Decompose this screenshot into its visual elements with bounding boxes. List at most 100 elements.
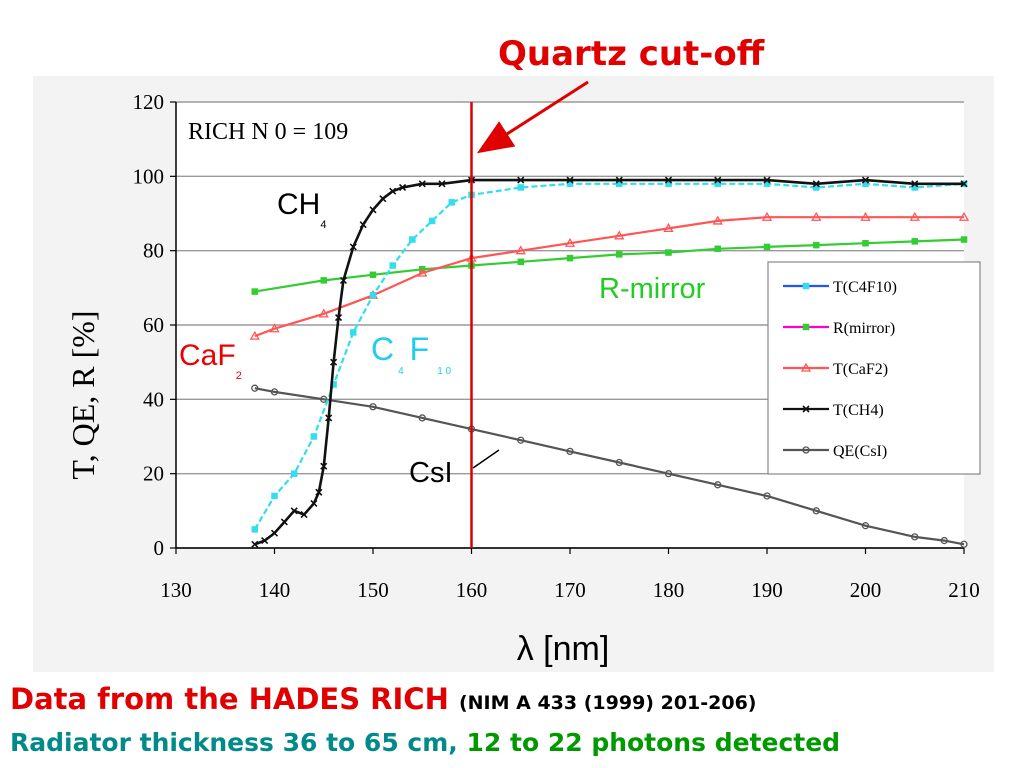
series-caf2 [249, 211, 970, 340]
point-qe-140 [270, 388, 279, 396]
footer-line-2: Radiator thickness 36 to 65 cm, 12 to 22… [10, 728, 840, 757]
point-qe-175 [615, 458, 623, 467]
ytick-label-40: 40 [143, 387, 164, 411]
point-ch4-152 [389, 187, 397, 195]
ytick-label-0: 0 [154, 536, 165, 560]
point-mirror-170 [566, 254, 574, 262]
point-qe-185 [714, 481, 722, 489]
chart: 0 20 40 60 80 100 120 130 140 150 160 170 180 190 200 2… [65, 90, 981, 668]
label-caf2: CaF2 [179, 339, 242, 382]
point-caf2-170 [564, 237, 576, 247]
quartz-cutoff-title: Quartz cut-off [498, 34, 765, 74]
point-ch4-180 [664, 176, 673, 184]
point-c4f10-142 [290, 470, 298, 477]
point-ch4-145.5 [325, 414, 333, 422]
point-c4f10-150 [369, 292, 377, 299]
point-ch4-150 [369, 206, 377, 214]
plot-panel: 0 20 40 60 80 100 120 130 140 150 160 170 180 190 200 2… [33, 76, 994, 672]
legend-label-mirror: R(mirror) [833, 320, 895, 337]
point-c4f10-148 [350, 329, 357, 336]
xtick-label-130: 130 [160, 578, 192, 602]
point-qe-155 [418, 414, 426, 422]
point-c4f10-154 [409, 236, 416, 243]
label-ch4: CH4 [277, 188, 326, 231]
label-csi-text: CsI [409, 457, 453, 489]
xtick-label-210: 210 [948, 578, 980, 602]
point-caf2-175 [614, 230, 625, 240]
xtick-label-160: 160 [456, 578, 488, 602]
point-mirror-185 [714, 245, 721, 253]
point-ch4-205 [911, 180, 919, 188]
point-ch4-200 [861, 176, 870, 184]
point-caf2-210 [958, 211, 970, 221]
ytick-label-120: 120 [133, 90, 165, 114]
legend-marker-ch4 [802, 405, 810, 413]
xtick-label-200: 200 [850, 578, 882, 602]
point-mirror-200 [862, 239, 869, 247]
point-mirror-165 [517, 258, 524, 266]
point-mirror-205 [911, 238, 918, 245]
series-line-qe [254, 387, 965, 546]
point-caf2-165 [515, 245, 526, 255]
point-qe-205 [911, 533, 919, 541]
point-mirror-190 [763, 243, 771, 251]
point-caf2-180 [663, 223, 674, 233]
csi-pointer-line [472, 449, 500, 469]
point-c4f10-152 [389, 262, 396, 269]
legend-entry-ch4: T(CH4) [783, 402, 884, 419]
annotations: RICH N 0 = 109 CH4 CaF2 C4F1 0 R-mirror [65, 102, 706, 668]
point-c4f10-156 [428, 217, 436, 225]
x-axis-title-text: λ [nm] [517, 630, 610, 668]
point-ch4-190 [763, 176, 771, 184]
point-ch4-210 [960, 180, 968, 188]
footer-photons-detected: 12 to 22 photons detected [466, 728, 841, 757]
series-line-c4f10 [253, 182, 965, 530]
label-r-mirror: R-mirror [599, 273, 706, 305]
point-ch4-153 [398, 183, 407, 192]
legend-entry-caf2: T(CaF2) [783, 361, 888, 378]
footer-source: Data from the HADES RICH [10, 682, 449, 716]
label-caf2-sub: 2 [236, 370, 242, 382]
label-csi: CsI [409, 457, 453, 489]
point-mirror-195 [813, 241, 820, 249]
series-c4f10 [251, 180, 968, 533]
point-caf2-205 [909, 211, 920, 221]
chart-title-text: RICH N 0 = 109 [188, 119, 348, 145]
axes: 0 20 40 60 80 100 120 130 140 150 160 170 180 190 200 2… [133, 90, 980, 602]
series-line-caf2 [254, 216, 964, 338]
point-ch4-165 [517, 176, 525, 184]
point-c4f10-140 [271, 492, 278, 500]
label-c4f10-sub2: 1 0 [437, 366, 451, 377]
chart-title: RICH N 0 = 109 [188, 119, 348, 145]
label-caf2-main: CaF [179, 339, 236, 372]
point-ch4-145 [320, 462, 328, 470]
point-qe-200 [861, 522, 870, 530]
legend-entry-mirror: R(mirror) [783, 320, 895, 337]
label-c4f10-c: C [371, 331, 394, 367]
legend-label-c4f10: T(C4F10) [833, 279, 897, 296]
label-c4f10: C4F 1 0 [371, 331, 452, 377]
point-ch4-144 [310, 499, 318, 507]
point-caf2-155 [417, 267, 428, 277]
point-ch4-170 [566, 176, 574, 184]
point-ch4-195 [812, 180, 820, 188]
point-mirror-145 [320, 277, 327, 284]
series-layer [249, 176, 970, 548]
point-ch4-147 [339, 276, 348, 284]
point-mirror-150 [369, 271, 377, 279]
point-qe-208 [940, 536, 948, 545]
x-axis-title: λ [nm] [517, 630, 610, 668]
y-axis-title: T, QE, R [%] [65, 310, 101, 479]
ytick-label-80: 80 [143, 239, 164, 263]
point-caf2-138 [249, 330, 260, 340]
ytick-label-20: 20 [143, 462, 164, 486]
ytick-label-100: 100 [133, 164, 165, 188]
point-ch4-157 [438, 180, 446, 188]
footer-line-1: Data from the HADES RICH (NIM A 433 (199… [10, 682, 757, 716]
point-caf2-140 [269, 323, 280, 333]
legend: T(C4F10) R(mirror) T(CaF2) T(CH4) QE(CsI) [767, 261, 981, 475]
series-ch4 [251, 176, 968, 548]
point-qe-190 [763, 492, 771, 500]
xtick-label-150: 150 [357, 578, 389, 602]
xtick-label-190: 190 [751, 578, 783, 602]
